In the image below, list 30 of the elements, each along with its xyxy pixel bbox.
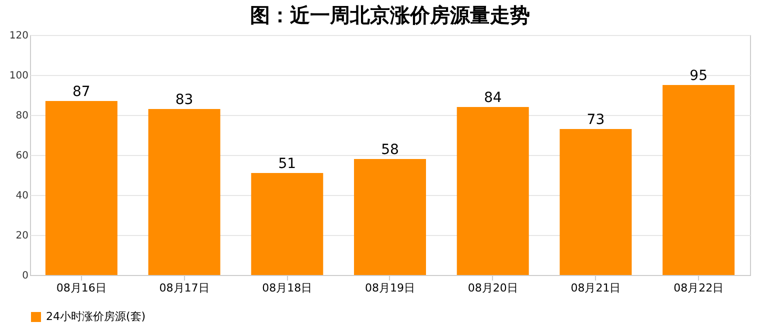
x-tick-label: 08月16日	[56, 282, 106, 294]
x-tick-label: 08月20日	[468, 282, 518, 294]
y-tick-label: 120	[9, 30, 28, 42]
x-tick-label: 08月18日	[262, 282, 312, 294]
y-tick-label: 20	[16, 230, 28, 242]
x-tick-label: 08月17日	[159, 282, 210, 294]
x-tick-label: 08月22日	[674, 282, 724, 294]
data-label: 84	[484, 90, 502, 106]
y-tick-label: 100	[9, 70, 28, 82]
bar	[456, 107, 529, 275]
bar	[354, 159, 426, 275]
bar	[662, 85, 735, 275]
y-tick-label: 0	[22, 270, 28, 282]
data-label: 51	[278, 156, 296, 172]
data-label: 95	[690, 68, 708, 84]
data-label: 58	[381, 142, 399, 158]
y-tick-label: 60	[16, 150, 28, 162]
y-tick-label: 80	[16, 110, 28, 122]
data-label: 83	[175, 92, 194, 108]
bar	[251, 173, 324, 275]
x-tick-label: 08月21日	[570, 282, 621, 294]
legend-label: 24小时涨价房源(套)	[46, 310, 146, 323]
data-label: 73	[586, 112, 605, 128]
bar	[560, 129, 632, 275]
y-tick-label: 40	[16, 190, 28, 202]
x-tick-label: 08月19日	[365, 282, 415, 294]
data-label: 87	[72, 84, 90, 100]
bar	[45, 101, 118, 275]
chart-title: 图：近一周北京涨价房源量走势	[250, 3, 530, 27]
bar	[148, 109, 220, 275]
